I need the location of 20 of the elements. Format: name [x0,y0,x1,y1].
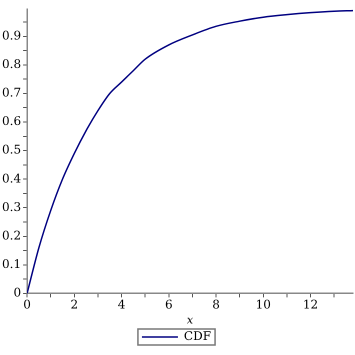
y-tick-label: 0.6 [2,114,22,128]
y-tick-label: 0.8 [2,57,22,72]
y-tick-label: 0.2 [2,228,22,242]
line-series [27,10,353,294]
y-tick-label: 0.7 [2,86,22,100]
x-tick-label: 12 [302,298,318,312]
x-tick-label: 6 [164,298,173,312]
x-tick-label: 8 [212,298,220,312]
x-tick-label: 4 [118,298,126,312]
x-tick-label: 2 [70,298,78,312]
y-tick-label: 0.3 [2,200,22,214]
legend-label: CDF [184,329,212,344]
x-tick-label: 0 [23,298,31,312]
x-axis-title: x [186,313,194,326]
y-tick-label: 0.9 [2,28,22,42]
y-tick-label: 0.4 [2,171,22,186]
y-tick-label: 0 [13,286,22,300]
y-tick-label: 0.1 [2,256,22,271]
y-tick-label: 0.5 [2,142,22,157]
x-tick-label: 10 [256,298,271,312]
